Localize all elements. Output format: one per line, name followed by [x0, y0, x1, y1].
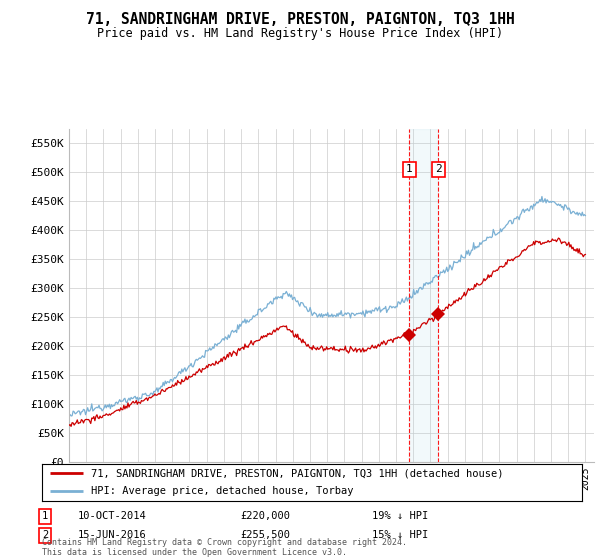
- Bar: [409, 129, 439, 462]
- Text: 19% ↓ HPI: 19% ↓ HPI: [372, 511, 428, 521]
- Text: 10-OCT-2014: 10-OCT-2014: [78, 511, 147, 521]
- Text: £220,000: £220,000: [240, 511, 290, 521]
- Text: Price paid vs. HM Land Registry's House Price Index (HPI): Price paid vs. HM Land Registry's House …: [97, 27, 503, 40]
- Text: 1: 1: [406, 165, 413, 174]
- Text: 71, SANDRINGHAM DRIVE, PRESTON, PAIGNTON, TQ3 1HH: 71, SANDRINGHAM DRIVE, PRESTON, PAIGNTON…: [86, 12, 514, 27]
- Text: 71, SANDRINGHAM DRIVE, PRESTON, PAIGNTON, TQ3 1HH (detached house): 71, SANDRINGHAM DRIVE, PRESTON, PAIGNTON…: [91, 468, 503, 478]
- Text: 15% ↓ HPI: 15% ↓ HPI: [372, 530, 428, 540]
- Text: HPI: Average price, detached house, Torbay: HPI: Average price, detached house, Torb…: [91, 486, 353, 496]
- Text: Contains HM Land Registry data © Crown copyright and database right 2024.
This d: Contains HM Land Registry data © Crown c…: [42, 538, 407, 557]
- Text: £255,500: £255,500: [240, 530, 290, 540]
- Text: 2: 2: [435, 165, 442, 174]
- Text: 1: 1: [42, 511, 48, 521]
- Text: 15-JUN-2016: 15-JUN-2016: [78, 530, 147, 540]
- Text: 2: 2: [42, 530, 48, 540]
